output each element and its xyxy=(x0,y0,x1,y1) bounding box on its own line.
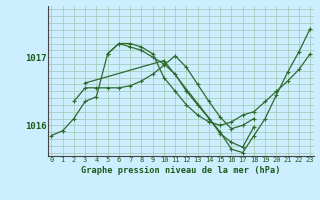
X-axis label: Graphe pression niveau de la mer (hPa): Graphe pression niveau de la mer (hPa) xyxy=(81,166,281,175)
